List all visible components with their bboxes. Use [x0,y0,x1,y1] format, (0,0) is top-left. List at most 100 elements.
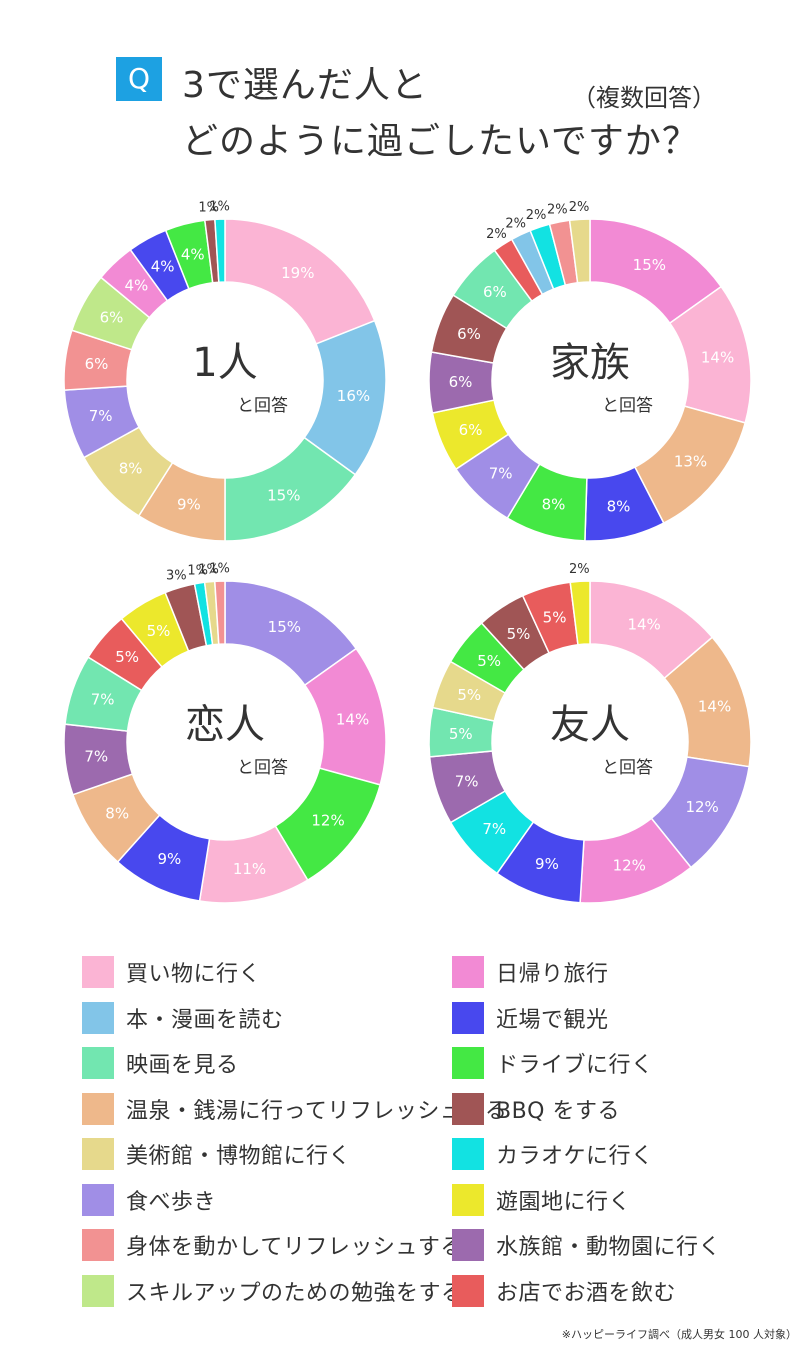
header: Q 3で選んだ人と どのように過ごしたいですか？ （複数回答） [0,0,811,180]
slice-percent-label: 12% [311,811,344,829]
q-badge: Q [116,57,162,101]
slice-percent-label: 5% [477,652,501,670]
chart-center-title: 1人 [192,340,257,386]
legend-item-food-walk: 食べ歩き [82,1183,216,1216]
legend-swatch [82,1183,114,1216]
slice-percent-label: 2% [505,216,526,231]
legend-label: スキルアップのための勉強をする [126,1280,464,1306]
legend-item-aquarium-zoo: 水族館・動物園に行く [452,1229,721,1261]
legend-label: 買い物に行く [126,962,262,987]
slice-percent-label: 6% [459,421,483,439]
legend-label: 本・漫画を読む [126,1007,284,1033]
slice-percent-label: 13% [674,453,707,471]
legend-label: 身体を動かしてリフレッシュする [126,1235,463,1260]
footnote: ※ハッピーライフ調べ（成人男女 100 人対象） [561,1328,797,1341]
legend-item-onsen: 温泉・銭湯に行ってリフレッシュする [82,1092,508,1125]
legend-swatch [452,1274,484,1307]
slice-percent-label: 15% [268,618,301,636]
slice-percent-label: 6% [483,283,507,301]
legend-item-drive: ドライブに行く [452,1047,654,1079]
question-title-line2: どのように過ごしたいですか？ [182,121,699,162]
slice-percent-label: 5% [507,625,531,643]
slice-percent-label: 14% [336,711,369,729]
slice-percent-label: 4% [151,258,175,276]
legend-item-karaoke: カラオケに行く [452,1138,654,1170]
legend-item-shopping: 買い物に行く [82,956,261,988]
slice-percent-label: 14% [701,349,734,367]
slice-percent-label: 16% [337,387,370,405]
slice-percent-label: 2% [569,200,590,215]
chart-center-title: 恋人 [185,702,265,748]
legend-item-day-trip: 日帰り旅行 [452,956,609,988]
legend-swatch [82,1229,114,1261]
slice-percent-label: 9% [177,495,201,513]
slice-percent-label: 1% [198,200,219,215]
slice-percent-label: 7% [84,747,108,765]
slice-percent-label: 7% [91,691,115,709]
legend-item-bbq: BBQ をする [452,1092,620,1125]
legend-label: 映画を見る [126,1053,239,1078]
slice-percent-label: 8% [607,497,631,515]
legend-swatch [452,1183,484,1216]
slice-percent-label: 6% [100,309,124,327]
slice-percent-label: 7% [89,407,113,425]
slice-percent-label: 5% [449,725,473,743]
donut-slice [568,218,591,284]
legend-label: BBQ をする [496,1098,620,1124]
legend-swatch [82,1138,114,1170]
question-title-line1: 3で選んだ人と [182,65,428,106]
slice-percent-label: 2% [569,562,590,577]
legend-label: お店でお酒を飲む [496,1280,677,1306]
slice-percent-label: 15% [633,256,666,274]
donut-slice [213,580,226,645]
legend-swatch [82,1092,114,1125]
donut-charts: 19%16%15%9%8%7%6%6%4%4%4%1%1%1人と回答15%14%… [63,200,752,904]
slice-percent-label: 1% [209,562,230,577]
slice-percent-label: 5% [115,648,139,666]
legend-swatch [82,1047,114,1079]
legend-label: ドライブに行く [496,1053,654,1078]
legend-label: カラオケに行く [496,1144,654,1169]
legend-item-amusement-park: 遊園地に行く [452,1183,632,1216]
slice-percent-label: 12% [613,856,646,874]
legend-swatch [82,956,114,988]
slice-percent-label: 5% [147,622,171,640]
slice-percent-label: 2% [526,208,547,223]
legend-label: 遊園地に行く [496,1189,632,1215]
legend-swatch [452,1047,484,1079]
question-subtitle: （複数回答） [572,84,716,112]
legend-swatch [82,1001,114,1034]
chart-center-subtitle: と回答 [237,758,288,778]
slice-percent-label: 2% [547,203,568,218]
slice-percent-label: 19% [281,264,314,282]
chart-center-subtitle: と回答 [237,396,288,416]
slice-percent-label: 12% [685,798,718,816]
legend-swatch [452,1229,484,1261]
legend-label: 日帰り旅行 [496,962,609,987]
donut-slice [214,218,226,283]
slice-percent-label: 5% [457,686,481,704]
slice-percent-label: 15% [267,486,300,504]
slice-percent-label: 8% [105,805,129,823]
legend-item-bar: お店でお酒を飲む [452,1274,677,1307]
legend-swatch [452,1092,484,1125]
legend-swatch [452,1138,484,1170]
slice-percent-label: 5% [543,608,567,626]
legend-item-museum: 美術館・博物館に行く [82,1138,351,1170]
legend-label: 水族館・動物園に行く [496,1235,722,1260]
chart-center-title: 友人 [550,702,630,748]
legend-label: 温泉・銭湯に行ってリフレッシュする [126,1098,508,1124]
slice-percent-label: 1% [198,562,219,577]
legend-swatch [452,956,484,988]
chart-center-subtitle: と回答 [602,396,653,416]
slice-percent-label: 14% [627,615,660,633]
donut-slice [569,580,591,646]
legend-item-movies: 映画を見る [82,1047,239,1079]
legend: 買い物に行く 本・漫画を読む 映画を見る温泉・銭湯に行ってリフレッシュする美術館・博… [0,945,811,1307]
legend-item-nearby-sightseeing: 近場で観光 [452,1001,609,1034]
slice-percent-label: 4% [124,277,148,295]
chart-center-subtitle: と回答 [602,758,653,778]
